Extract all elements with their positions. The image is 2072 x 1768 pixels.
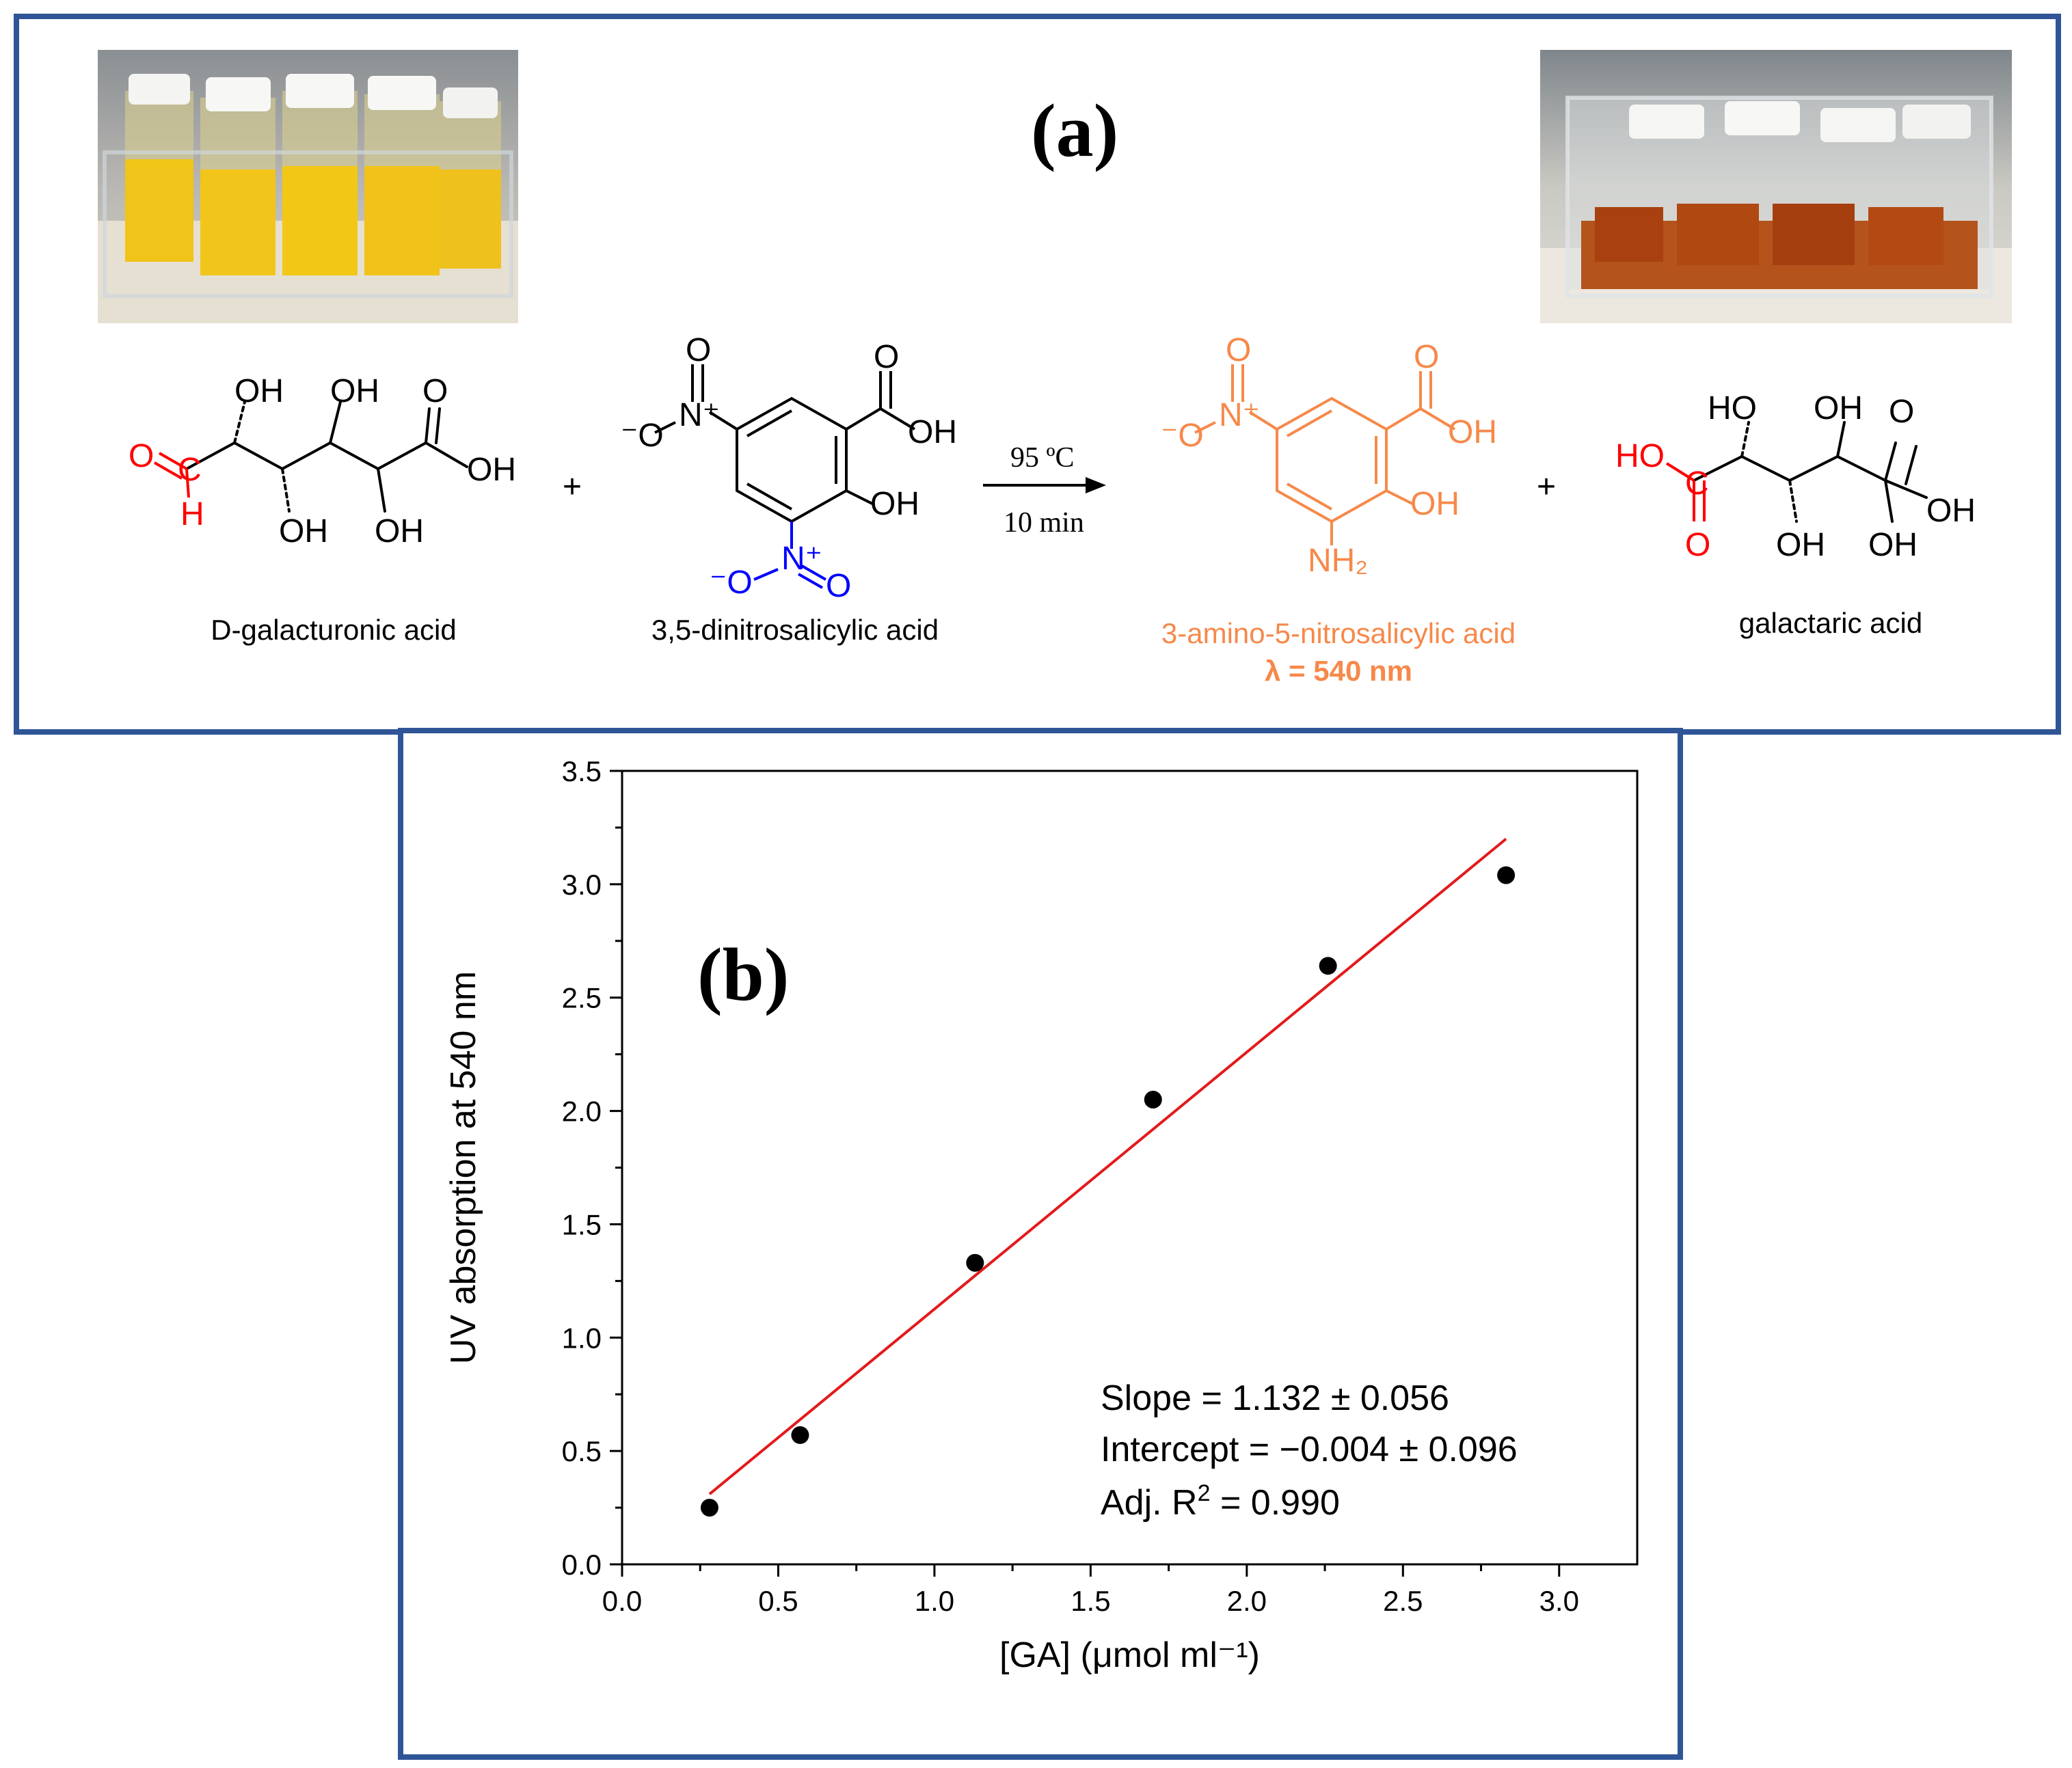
calibration-chart: 0.0 0.5 1.0 1.5 2.0 2.5 3.0 0.0 0.5 1.0 1.5 2.0 2.5… [444, 755, 1639, 1675]
x-tick-label: 0.5 [758, 1585, 798, 1617]
fit-r2-sup: 2 [1198, 1480, 1211, 1506]
atom-o: O [422, 373, 448, 409]
panel-b-label: (b) [697, 933, 789, 1016]
plus-sign: + [1537, 469, 1556, 505]
atom-o: O [129, 438, 154, 474]
atom-oh: OH [1776, 527, 1825, 563]
atom-n-plus: N⁺ [781, 541, 822, 577]
x-tick-label: 2.5 [1383, 1585, 1423, 1617]
atom-oh: OH [870, 486, 919, 522]
atom-h: H [180, 496, 204, 532]
x-tick-label: 3.0 [1539, 1585, 1579, 1617]
atom-o: O [1414, 339, 1439, 375]
atom-n-plus: N⁺ [1219, 397, 1260, 433]
y-axis-label: UV absorption at 540 nm [444, 971, 483, 1364]
x-axis-label: [GA] (μmol ml⁻¹) [999, 1635, 1260, 1675]
fit-line-layer [708, 837, 1507, 1495]
y-tick-label: 1.5 [562, 1208, 602, 1240]
calibration-panel: 0.0 0.5 1.0 1.5 2.0 2.5 3.0 0.0 0.5 1.0 1.5 2.0 2.5… [398, 728, 1683, 1760]
atom-o: O [1889, 394, 1914, 430]
y-tick-label: 3.0 [562, 869, 602, 901]
reaction-scheme: O C H OH OH O OH OH OH O N⁺ ⁻O O OH OH N… [129, 332, 1976, 604]
reaction-panel: (a) [14, 14, 2061, 735]
atom-oh: OH [1868, 527, 1918, 563]
x-tick-label: 2.0 [1227, 1585, 1267, 1617]
y-tick-label: 2.5 [562, 982, 602, 1014]
atom-ho: HO [1708, 390, 1757, 426]
data-point [1144, 1090, 1162, 1109]
photo-red-vials [1540, 50, 2012, 323]
atom-oh: OH [375, 513, 424, 549]
y-axis: 0.0 0.5 1.0 1.5 2.0 2.5 3.0 3.5 [562, 755, 622, 1581]
atom-ho: HO [1615, 438, 1665, 474]
atom-c: C [178, 452, 202, 488]
x-tick-label: 1.5 [1071, 1585, 1110, 1617]
x-tick-label: 1.0 [915, 1585, 954, 1617]
fit-r2-suffix: = 0.990 [1211, 1483, 1340, 1523]
atom-o: O [686, 332, 711, 368]
atom-nh2: NH₂ [1308, 543, 1368, 579]
y-tick-label: 1.0 [562, 1322, 602, 1354]
reaction-temperature: 95 ºC [1010, 442, 1075, 474]
y-tick-label: 2.0 [562, 1096, 602, 1128]
x-tick-label: 0.0 [602, 1585, 642, 1617]
atom-oh: OH [1814, 390, 1863, 426]
atom-o-minus: ⁻O [710, 565, 753, 601]
atom-oh: OH [330, 373, 379, 409]
atom-o: O [874, 339, 899, 375]
atom-n-plus: N⁺ [679, 397, 720, 433]
atom-o-minus: ⁻O [1161, 418, 1204, 454]
atom-oh: OH [1926, 493, 1976, 529]
data-point [791, 1426, 809, 1444]
atom-oh: OH [1410, 486, 1459, 522]
x-axis: 0.0 0.5 1.0 1.5 2.0 2.5 3.0 [602, 1564, 1579, 1617]
fit-r2-prefix: Adj. R [1101, 1483, 1198, 1523]
atom-oh: OH [908, 414, 957, 450]
y-tick-label: 3.5 [562, 755, 602, 787]
atom-oh: OH [234, 373, 284, 409]
fit-slope: Slope = 1.132 ± 0.056 [1101, 1378, 1449, 1418]
atom-oh: OH [467, 452, 516, 488]
y-tick-label: 0.0 [562, 1549, 602, 1581]
panel-a-label: (a) [1031, 89, 1119, 172]
data-point [1319, 957, 1337, 975]
fit-r2: Adj. R2 = 0.990 [1101, 1480, 1340, 1523]
atom-o-minus: ⁻O [621, 418, 664, 454]
atom-o: O [826, 568, 851, 604]
product2-name: galactaric acid [1738, 607, 1923, 639]
product1-wavelength: λ = 540 nm [1265, 655, 1412, 687]
y-tick-label: 0.5 [562, 1435, 602, 1467]
data-point [1497, 866, 1516, 884]
plus-sign: + [563, 469, 582, 505]
fit-intercept: Intercept = −0.004 ± 0.096 [1101, 1430, 1518, 1469]
data-point [966, 1253, 984, 1272]
atom-c: C [1685, 465, 1709, 502]
atom-oh: OH [279, 513, 328, 549]
product1-name: 3-amino-5-nitrosalicylic acid [1161, 617, 1516, 649]
atom-o: O [1226, 332, 1251, 368]
atom-oh: OH [1448, 414, 1497, 450]
fit-line [708, 837, 1507, 1495]
reaction-time: 10 min [1004, 507, 1084, 539]
photo-yellow-vials [98, 50, 518, 323]
atom-o: O [1685, 527, 1710, 563]
reactant1-name: D-galacturonic acid [211, 614, 457, 646]
data-points-layer [700, 866, 1516, 1517]
reactant2-name: 3,5-dinitrosalicylic acid [651, 614, 939, 646]
data-point [700, 1499, 718, 1517]
